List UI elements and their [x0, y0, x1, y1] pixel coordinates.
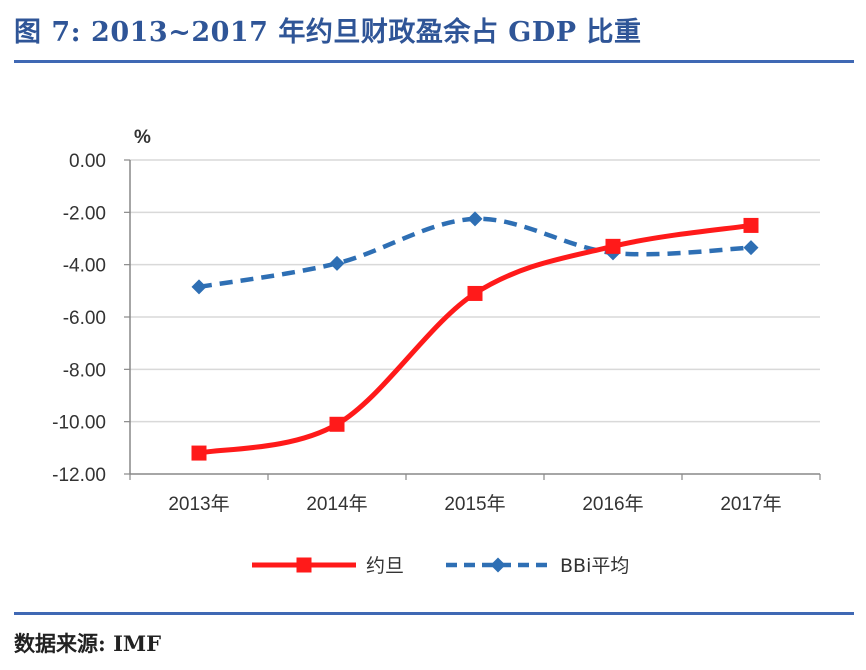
chart-title: 图 7: 2013~2017 年约旦财政盈余占 GDP 比重 — [14, 17, 642, 48]
data-point-bbi-average — [743, 240, 759, 256]
x-tick-label: 2017年 — [720, 493, 781, 515]
x-tick-labels: 2013年 2014年 2015年 2016年 2017年 — [168, 493, 781, 515]
y-tick-label: -8.00 — [63, 360, 106, 381]
x-tick-label: 2015年 — [444, 493, 505, 515]
data-point-jordan — [329, 416, 345, 432]
axes — [124, 159, 821, 480]
y-tick-label: -2.00 — [63, 203, 106, 224]
y-tick-label: -12.00 — [52, 465, 106, 486]
legend-label-bbi-average: BBi平均 — [560, 555, 629, 577]
data-point-bbi-average — [467, 211, 483, 227]
footer-divider — [14, 612, 854, 615]
source-note: 数据来源: IMF — [14, 631, 162, 656]
x-tick-label: 2016年 — [582, 493, 643, 515]
legend-marker-jordan — [296, 557, 312, 573]
legend-marker-bbi-average — [490, 557, 506, 573]
data-point-bbi-average — [329, 255, 345, 271]
y-tick-labels: 0.00 -2.00 -4.00 -6.00 -8.00 -10.00 -12.00 — [52, 151, 106, 486]
title-divider — [14, 60, 854, 63]
legend-label-jordan: 约旦 — [366, 555, 404, 577]
series-line-jordan — [198, 222, 752, 456]
y-tick-label: 0.00 — [69, 151, 106, 172]
data-point-jordan — [191, 445, 207, 461]
data-point-jordan — [467, 285, 483, 301]
series — [191, 211, 759, 461]
data-point-bbi-average — [191, 279, 207, 295]
y-tick-label: -4.00 — [63, 256, 106, 277]
legend: 约旦 BBi平均 — [252, 555, 629, 577]
y-axis-unit: % — [134, 127, 151, 148]
data-point-jordan — [743, 217, 759, 233]
gridlines — [130, 159, 820, 423]
x-tick-label: 2014年 — [306, 493, 367, 515]
x-tick-label: 2013年 — [168, 493, 229, 515]
y-tick-label: -10.00 — [52, 413, 106, 434]
y-tick-label: -6.00 — [63, 308, 106, 329]
data-point-jordan — [605, 238, 621, 254]
series-line-bbi-average — [198, 216, 752, 290]
line-chart: % 0.00 -2.00 -4.00 -6.00 -8.00 -10.00 -12.00 2… — [52, 127, 821, 577]
